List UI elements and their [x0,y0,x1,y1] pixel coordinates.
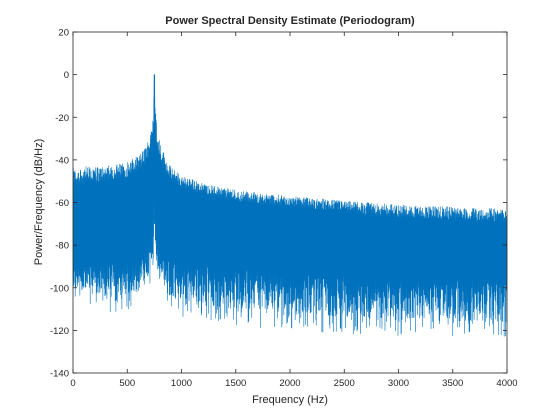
y-tick-label: -80 [55,241,69,252]
chart-title: Power Spectral Density Estimate (Periodo… [165,15,415,27]
x-tick-label: 2500 [334,378,355,389]
x-tick-label: 0 [70,378,75,389]
y-tick-label: -100 [50,283,69,294]
y-tick-label: 20 [58,28,69,39]
x-tick-label: 3000 [388,378,409,389]
x-tick-label: 500 [119,378,135,389]
y-tick-label: 0 [64,70,69,81]
y-tick-label: -20 [55,113,69,124]
x-tick-label: 2000 [279,378,300,389]
y-tick-label: -120 [50,326,69,337]
x-tick-label: 3500 [442,378,463,389]
x-tick-label: 1000 [171,378,192,389]
data-layer [73,74,507,337]
psd-dense-band [73,117,507,267]
y-axis-label: Power/Frequency (dB/Hz) [33,139,45,266]
y-tick-label: -60 [55,198,69,209]
ticks-layer: 0 500 1000 1500 2000 2500 3000 3500 4000 20 0 -20 -4… [50,28,518,390]
x-tick-label: 4000 [496,378,517,389]
x-axis-label: Frequency (Hz) [252,394,328,406]
y-tick-label: -40 [55,155,69,166]
y-tick-label: -140 [50,369,69,380]
x-tick-label: 1500 [225,378,246,389]
